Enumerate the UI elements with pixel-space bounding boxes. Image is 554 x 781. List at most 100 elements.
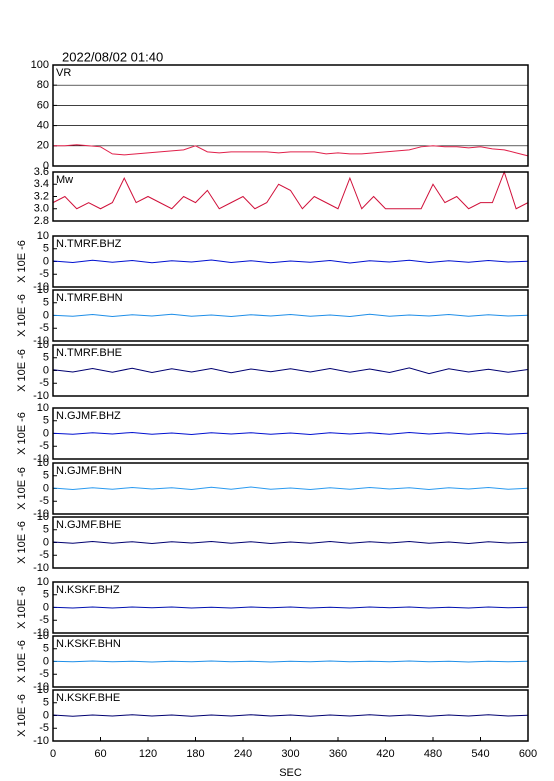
- y-tick-label: 10: [37, 457, 49, 469]
- y-axis-label: X 10E -6: [16, 521, 28, 564]
- y-axis-label: X 10E -6: [16, 467, 28, 510]
- y-tick-label: 2.8: [34, 215, 49, 227]
- y-tick-label: 5: [43, 243, 49, 255]
- panel-label: N.TMRF.BHZ: [56, 238, 122, 250]
- trace: [53, 144, 529, 157]
- y-tick-label: -10: [33, 390, 49, 402]
- y-tick-label: 20: [37, 140, 49, 152]
- panel-frame: [52, 462, 529, 515]
- panel-label: N.GJMF.BHE: [56, 519, 121, 531]
- panel-label: N.TMRF.BHE: [56, 347, 122, 359]
- y-axis-label: X 10E -6: [16, 240, 28, 283]
- y-tick-label: 5: [43, 470, 49, 482]
- panel-frame: [52, 581, 529, 634]
- panel-frame: [52, 635, 529, 688]
- y-tick-label: 10: [37, 230, 49, 242]
- chart-title: 2022/08/02 01:40: [62, 49, 163, 64]
- y-tick-label: 0: [43, 427, 49, 439]
- panel-frame: [52, 64, 529, 167]
- panel-label: N.KSKF.BHN: [56, 638, 121, 650]
- y-tick-label: -10: [33, 562, 49, 574]
- y-tick-label: 60: [37, 99, 49, 111]
- panel-label: N.KSKF.BHE: [56, 692, 120, 704]
- y-tick-label: -10: [33, 508, 49, 520]
- panel-label: N.GJMF.BHN: [56, 465, 122, 477]
- y-tick-label: 3.4: [34, 178, 49, 190]
- trace: [52, 431, 529, 436]
- y-tick-label: 0: [43, 364, 49, 376]
- x-tick-label: 480: [424, 748, 442, 760]
- y-tick-label: -5: [39, 722, 49, 734]
- y-tick-label: 5: [43, 643, 49, 655]
- y-tick-label: 100: [31, 59, 49, 71]
- y-tick-label: -5: [39, 377, 49, 389]
- x-tick-label: 540: [471, 748, 489, 760]
- x-tick-label: 300: [281, 748, 299, 760]
- y-tick-label: 0: [43, 309, 49, 321]
- x-axis-label: SEC: [279, 767, 302, 779]
- x-tick-label: 0: [50, 748, 56, 760]
- x-tick-label: 120: [139, 748, 157, 760]
- y-tick-label: 10: [37, 630, 49, 642]
- y-tick-label: 0: [43, 160, 49, 172]
- y-axis-label: X 10E -6: [16, 294, 28, 337]
- y-tick-label: 5: [43, 524, 49, 536]
- y-tick-label: 5: [43, 415, 49, 427]
- panel-frame: [52, 407, 529, 460]
- y-tick-label: 0: [43, 255, 49, 267]
- y-tick-label: -5: [39, 322, 49, 334]
- y-tick-label: 5: [43, 297, 49, 309]
- y-tick-label: 3.6: [34, 166, 49, 178]
- panel-label: VR: [56, 67, 71, 79]
- y-tick-label: 40: [37, 120, 49, 132]
- trace: [52, 367, 529, 375]
- y-tick-label: 10: [37, 576, 49, 588]
- y-tick-label: 80: [37, 79, 49, 91]
- y-tick-label: -5: [39, 549, 49, 561]
- y-axis-label: X 10E -6: [16, 640, 28, 683]
- y-tick-label: -10: [33, 627, 49, 639]
- x-tick-label: 420: [376, 748, 394, 760]
- y-axis-label: X 10E -6: [16, 349, 28, 392]
- x-tick-label: 60: [94, 748, 106, 760]
- y-tick-label: -5: [39, 268, 49, 280]
- y-tick-label: 10: [37, 284, 49, 296]
- panel-frame: [52, 516, 529, 569]
- y-tick-label: -5: [39, 668, 49, 680]
- panel-frame: [52, 344, 529, 397]
- y-tick-label: 10: [37, 402, 49, 414]
- y-tick-label: -5: [39, 614, 49, 626]
- y-axis-label: X 10E -6: [16, 586, 28, 629]
- panel-label: Mw: [56, 174, 73, 186]
- trace: [52, 606, 529, 609]
- x-tick-label: 360: [329, 748, 347, 760]
- trace: [52, 540, 529, 545]
- y-tick-label: 10: [37, 511, 49, 523]
- x-tick-label: 240: [234, 748, 252, 760]
- y-tick-label: -10: [33, 335, 49, 347]
- x-tick-label: 600: [519, 748, 537, 760]
- trace: [52, 259, 529, 264]
- y-axis-label: X 10E -6: [16, 694, 28, 737]
- y-axis-label: X 10E -6: [16, 412, 28, 455]
- y-tick-label: 5: [43, 352, 49, 364]
- y-tick-label: 5: [43, 697, 49, 709]
- y-tick-label: 10: [37, 684, 49, 696]
- y-tick-label: -5: [39, 440, 49, 452]
- y-tick-label: 0: [43, 709, 49, 721]
- panel-label: N.KSKF.BHZ: [56, 584, 120, 596]
- y-tick-label: -10: [33, 281, 49, 293]
- y-tick-label: 0: [43, 482, 49, 494]
- y-tick-label: 0: [43, 601, 49, 613]
- trace: [52, 714, 529, 717]
- y-tick-label: 3.2: [34, 190, 49, 202]
- y-tick-label: 3.0: [34, 203, 49, 215]
- y-tick-label: 0: [43, 536, 49, 548]
- y-tick-label: -10: [33, 735, 49, 747]
- panel-label: N.GJMF.BHZ: [56, 410, 121, 422]
- x-tick-label: 180: [186, 748, 204, 760]
- y-tick-label: 0: [43, 655, 49, 667]
- y-tick-label: -10: [33, 453, 49, 465]
- panel-label: N.TMRF.BHN: [56, 292, 123, 304]
